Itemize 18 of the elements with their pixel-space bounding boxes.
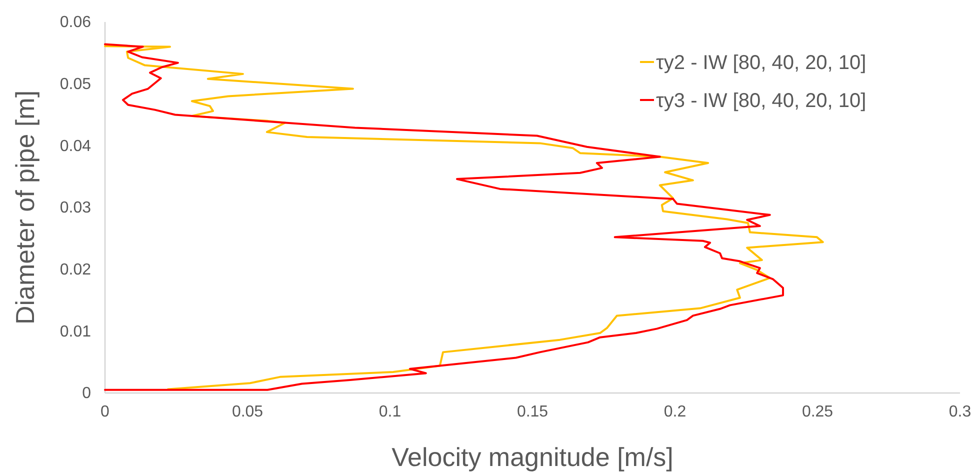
x-tick-label: 0 (100, 403, 110, 420)
x-axis-title: Velocity magnitude [m/s] (392, 442, 674, 472)
y-tick-label: 0.06 (60, 14, 92, 32)
y-tick-label: 0.02 (60, 261, 92, 278)
legend-label: τy3 - IW [80, 40, 20, 10] (656, 90, 866, 112)
y-tick-label: 0.04 (60, 138, 92, 155)
y-tick-label: 0 (82, 385, 92, 402)
x-tick-label: 0.15 (516, 403, 548, 420)
y-tick-label: 0.01 (60, 323, 92, 340)
x-tick-label: 0.1 (378, 403, 402, 420)
y-tick-label: 0.03 (60, 200, 92, 217)
y-tick-label: 0.05 (60, 76, 92, 93)
x-tick-label: 0.2 (664, 403, 686, 420)
x-tick-label: 0.3 (948, 403, 972, 420)
legend-label: τy2 - IW [80, 40, 20, 10] (656, 52, 866, 74)
x-tick-label: 0.05 (232, 403, 264, 420)
x-tick-label: 0.25 (802, 403, 834, 420)
y-axis-title: Diameter of pipe [m] (10, 90, 40, 325)
